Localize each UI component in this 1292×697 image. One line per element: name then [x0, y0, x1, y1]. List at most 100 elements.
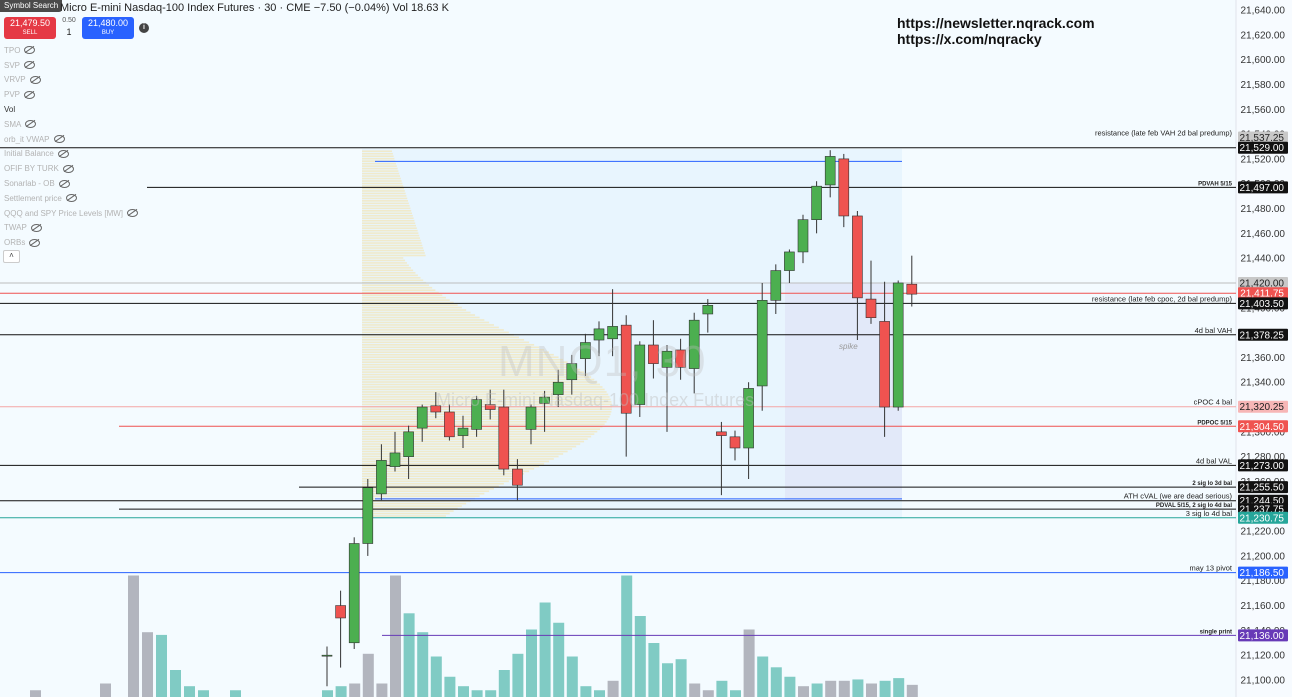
indicator-row[interactable]: TPO [4, 43, 138, 58]
price-tag [1238, 276, 1288, 289]
volume-bar [621, 575, 633, 697]
indicator-label: TWAP [4, 223, 27, 233]
indicator-row[interactable]: SVP [4, 58, 138, 73]
indicator-label: TPO [4, 45, 21, 55]
info-icon[interactable]: i [139, 23, 149, 33]
profile-row [362, 366, 577, 368]
buy-button[interactable]: 21,480.00 BUY [82, 17, 134, 39]
volume-bar [100, 683, 111, 697]
profile-row [362, 274, 418, 277]
buy-label: BUY [101, 30, 115, 36]
eye-hidden-icon[interactable] [25, 120, 37, 129]
price-level-label: 3 sig lo 4d bal [1186, 509, 1233, 518]
volume-profile [362, 150, 612, 517]
eye-hidden-icon[interactable] [24, 61, 36, 70]
indicator-list: TPO SVP VRVP PVP Vol SMA orb_it VWAP Initial Ba… [4, 43, 139, 250]
profile-row [362, 202, 409, 205]
axis-tick-label: 21,460.00 [1241, 229, 1286, 240]
volume-bar [128, 575, 139, 697]
watermark-name: Micro E-mini Nasdaq-100 Index Futures [436, 390, 755, 410]
eye-hidden-icon[interactable] [29, 238, 41, 247]
indicator-row[interactable]: TWAP [4, 221, 138, 236]
indicator-label: SMA [4, 119, 22, 129]
price-level-label: resistance (late feb VAH 2d bal predump) [1095, 128, 1233, 137]
indicator-row[interactable]: Settlement price [4, 191, 138, 206]
eye-hidden-icon[interactable] [58, 179, 70, 188]
profile-row [362, 294, 443, 296]
profile-row [362, 304, 458, 306]
indicator-row[interactable]: SMA [4, 117, 138, 132]
newsletter-link[interactable]: https://newsletter.nqrack.com [897, 15, 1095, 31]
price-change: −7.50 (−0.04%) [313, 2, 390, 14]
profile-row [362, 482, 504, 485]
eye-hidden-icon[interactable] [65, 194, 77, 203]
profile-row [362, 321, 490, 324]
indicator-row[interactable]: orb_it VWAP [4, 132, 138, 147]
volume-bar [322, 690, 333, 697]
candle-body [593, 328, 605, 341]
volume-bar [335, 686, 347, 697]
price-level-label: 4d bal VAL [1196, 456, 1232, 465]
profile-row [362, 262, 407, 264]
eye-hidden-icon[interactable] [57, 149, 69, 158]
eye-hidden-icon[interactable] [24, 46, 36, 55]
candle-body [471, 399, 482, 430]
indicator-label: Sonarlab - OB [4, 179, 55, 189]
indicator-row[interactable]: QQQ and SPY Price Levels [MW] [4, 206, 139, 221]
symbol-search-button[interactable]: Symbol Search [0, 0, 63, 12]
eye-hidden-icon[interactable] [30, 223, 42, 232]
indicator-row[interactable]: Sonarlab - OB [4, 176, 138, 191]
eye-hidden-icon[interactable] [24, 90, 36, 99]
profile-row [362, 381, 598, 383]
eye-hidden-icon[interactable] [127, 209, 139, 218]
indicator-row[interactable]: VRVP [4, 73, 138, 88]
axis-tick-label: 21,160.00 [1241, 601, 1286, 612]
profile-row [362, 339, 525, 341]
eye-hidden-icon[interactable] [53, 135, 65, 144]
price-level-label: PDVAH 5/15 [1198, 181, 1233, 187]
indicator-row[interactable]: OFIF BY TURK [4, 161, 138, 176]
chevron-up-icon[interactable]: ˄ [3, 250, 20, 263]
profile-row [362, 448, 572, 450]
volume-bar [498, 670, 510, 697]
indicator-row[interactable]: Vol [4, 102, 138, 117]
symbol-title[interactable]: Micro E-mini Nasdaq-100 Index Futures · … [60, 2, 449, 14]
candle-body [784, 251, 795, 271]
price-tag [1238, 141, 1288, 154]
axis-tick-label: 21,180.00 [1241, 576, 1286, 587]
profile-row [362, 284, 430, 287]
indicator-label: Settlement price [4, 193, 62, 203]
sell-button[interactable]: 21,479.50 SELL [4, 17, 56, 39]
volume-bar [30, 690, 41, 697]
indicator-row[interactable]: Initial Balance [4, 147, 138, 162]
volume-bar [757, 656, 769, 697]
volume-bar [539, 602, 551, 697]
profile-row [362, 272, 416, 274]
axis-tick-label: 21,440.00 [1241, 254, 1286, 265]
sell-price: 21,479.50 [9, 18, 51, 28]
profile-row [362, 254, 426, 257]
profile-row [362, 329, 504, 331]
profile-row [362, 187, 404, 190]
price-level-label: ATH cVAL (we are dead serious) [1124, 492, 1233, 501]
candle-body [838, 158, 850, 217]
profile-row [362, 460, 550, 463]
price-tag [1238, 511, 1288, 524]
order-quantity-widget[interactable]: 0.50 1 [60, 17, 78, 37]
volume-bar [230, 690, 241, 697]
profile-row [362, 512, 450, 515]
profile-row [362, 205, 410, 207]
profile-row [362, 222, 416, 225]
volume-bar [648, 643, 660, 697]
volume-bar [798, 686, 809, 697]
indicator-row[interactable]: ORBs [4, 235, 138, 250]
x-link[interactable]: https://x.com/nqracky [897, 31, 1042, 47]
volume-bar [184, 686, 195, 697]
eye-hidden-icon[interactable] [62, 164, 74, 173]
eye-hidden-icon[interactable] [29, 75, 41, 84]
candle-body [362, 487, 374, 544]
profile-row [362, 492, 485, 495]
indicator-label: PVP [4, 90, 21, 100]
indicator-row[interactable]: PVP [4, 87, 138, 102]
